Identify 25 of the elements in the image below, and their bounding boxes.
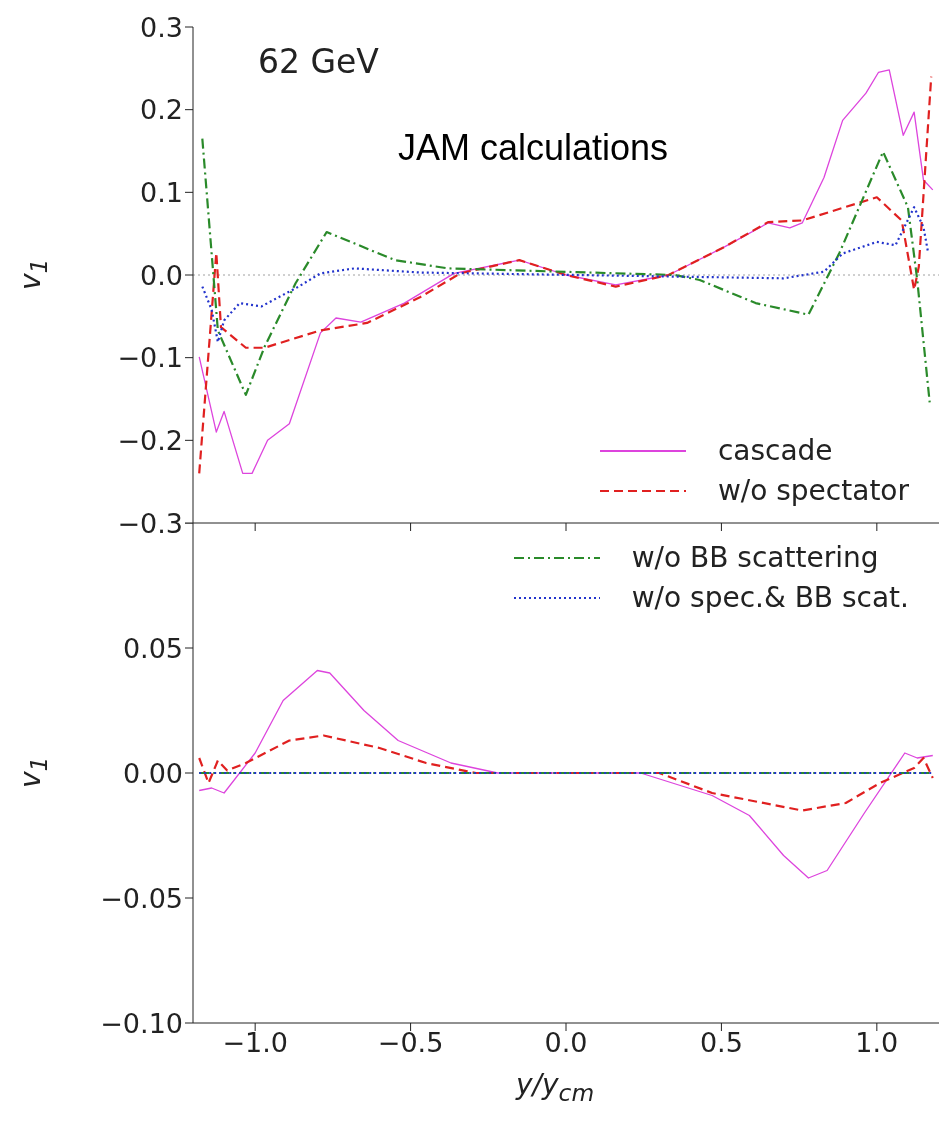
x-tick-label: 1.0 bbox=[855, 1027, 899, 1059]
legend-label: w/o spec.& BB scat. bbox=[631, 580, 909, 616]
y-tick-label: 0.0 bbox=[140, 259, 183, 291]
x-tick-label: −0.5 bbox=[377, 1027, 444, 1059]
x-axis-title: y/y$_{cm}$ bbox=[516, 1068, 595, 1107]
line-series bbox=[198, 734, 934, 812]
x-tick-label: 0.5 bbox=[699, 1027, 743, 1059]
y-tick-label: 0.05 bbox=[122, 632, 183, 664]
legend-label: w/o spectator bbox=[717, 473, 909, 509]
legend-label: w/o BB scattering bbox=[631, 540, 879, 576]
y-tick-label: −0.1 bbox=[117, 342, 183, 374]
annotation: JAM calculations bbox=[398, 127, 669, 169]
y-tick-label: 0.3 bbox=[140, 11, 183, 43]
y-tick-label: −0.2 bbox=[117, 424, 183, 456]
line-series bbox=[201, 206, 930, 344]
y-tick-label: −0.10 bbox=[100, 1007, 183, 1039]
y-tick-label: 0.2 bbox=[140, 94, 183, 126]
x-tick-label: 0.0 bbox=[544, 1027, 588, 1059]
y-tick-label: 0.1 bbox=[140, 176, 183, 208]
y-tick-label: 0.00 bbox=[122, 757, 183, 789]
y-tick-label: −0.3 bbox=[117, 507, 183, 539]
y-tick-label: −0.05 bbox=[100, 882, 183, 914]
legend-label: cascade bbox=[717, 433, 833, 469]
annotation: 62 GeV bbox=[258, 42, 379, 81]
x-tick-label: −1.0 bbox=[222, 1027, 288, 1059]
